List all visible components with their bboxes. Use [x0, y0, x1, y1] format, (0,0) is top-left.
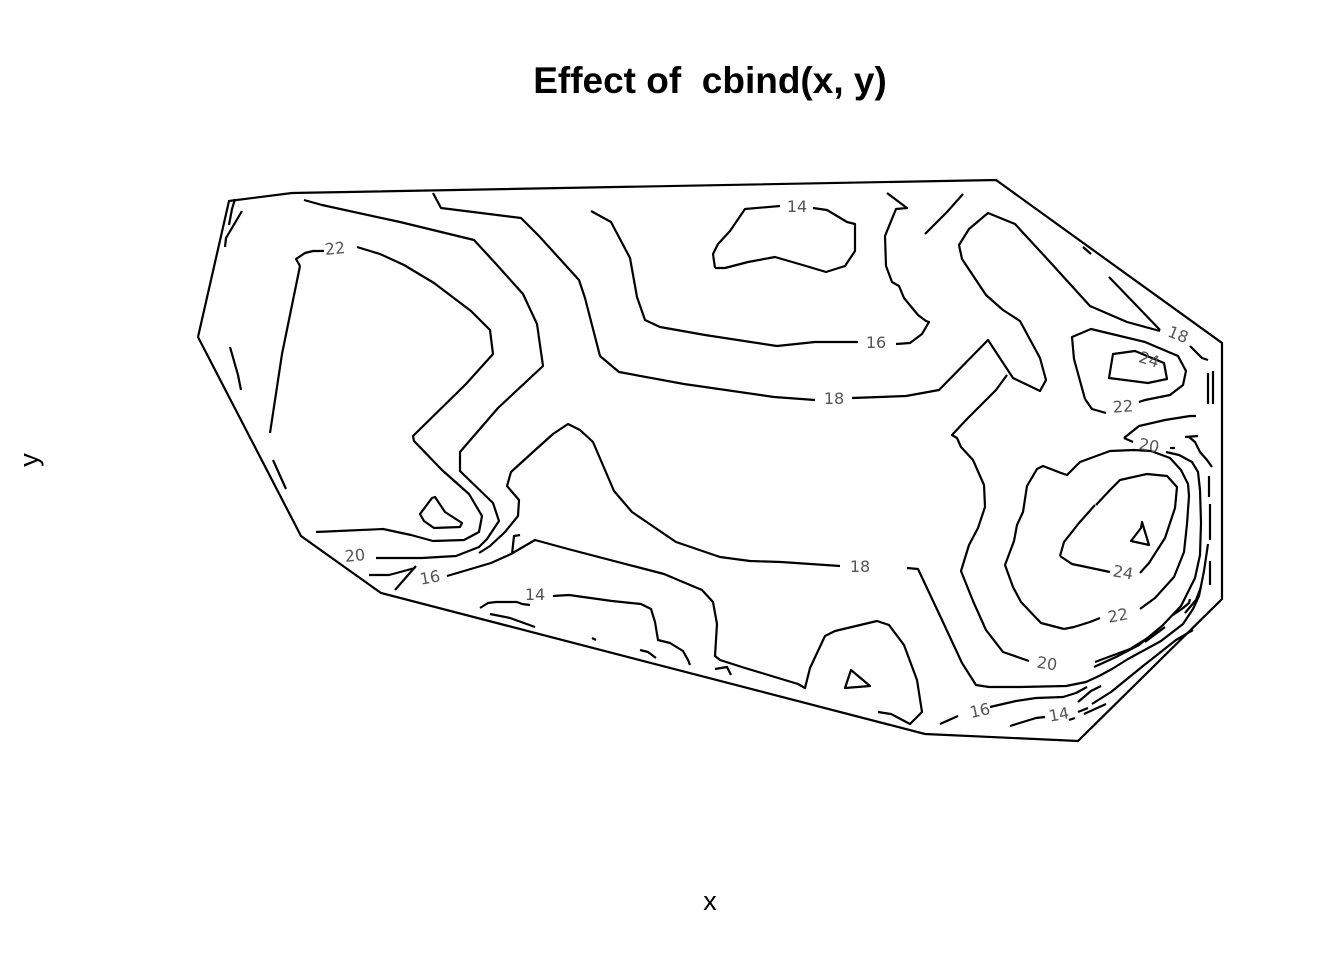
contour-level-label: 14	[787, 197, 807, 216]
contour-line	[1108, 276, 1161, 331]
data-region-boundary	[196, 178, 1224, 743]
contour-line	[591, 637, 597, 641]
chart-title: Effect of cbind(x, y)	[533, 60, 887, 101]
contour-line	[418, 495, 464, 530]
contour-line	[1184, 586, 1203, 614]
contour-line	[446, 538, 924, 726]
contour-line	[1077, 706, 1089, 714]
contour-line	[478, 422, 841, 568]
contour-line	[223, 210, 243, 248]
contour-line	[883, 192, 931, 346]
contour-level-label: 24	[1111, 561, 1134, 583]
contour-line	[1188, 436, 1213, 468]
contour-line	[369, 566, 416, 577]
contour-line	[1058, 504, 1096, 557]
contour-lines	[223, 192, 1215, 728]
contour-line	[843, 668, 872, 690]
contour-line	[1184, 434, 1199, 439]
contour-line	[268, 265, 302, 434]
contour-level-label: 22	[324, 238, 346, 259]
contour-line	[394, 565, 417, 591]
contour-line	[715, 206, 857, 274]
contour-line	[479, 600, 531, 609]
contour-line	[489, 612, 536, 629]
contour-level-label: 20	[1137, 434, 1160, 456]
contour-line	[1077, 685, 1102, 703]
contour-level-label: 18	[1165, 322, 1191, 347]
contour-line	[1003, 448, 1191, 631]
contour-line	[939, 714, 959, 726]
contour-line	[1083, 702, 1107, 716]
contour-level-label: 16	[418, 566, 441, 588]
contour-line	[906, 543, 1210, 689]
contour-level-label: 18	[824, 389, 844, 408]
contour-line	[1091, 629, 1194, 705]
contour-line	[1068, 716, 1076, 722]
contour-line	[294, 249, 324, 267]
contour-level-label: 20	[1036, 653, 1059, 675]
contour-level-label: 14	[525, 585, 545, 604]
contour-line	[989, 686, 1088, 709]
contour-line	[1144, 626, 1166, 643]
contour-line	[1107, 349, 1169, 385]
contour-line	[1070, 327, 1188, 404]
contour-line	[510, 533, 521, 555]
contour-level-label: 20	[344, 545, 366, 566]
contour-line	[1093, 450, 1203, 669]
contour-line	[1123, 436, 1134, 444]
y-axis-label: y	[14, 453, 44, 467]
contour-level-label: 18	[850, 557, 870, 576]
contour-line	[227, 198, 237, 226]
contour-line	[714, 665, 732, 676]
contour-line	[1059, 555, 1111, 574]
contour-line	[851, 211, 1161, 400]
contour-line	[1063, 616, 1101, 631]
contour-line	[590, 210, 858, 348]
contour-line	[924, 193, 964, 235]
contour-line	[1082, 246, 1092, 255]
contour-line	[303, 198, 545, 560]
contour-line	[1084, 398, 1107, 415]
contour-line	[271, 459, 288, 490]
contour-line	[639, 648, 657, 659]
contour-level-label: 24	[1137, 347, 1162, 371]
contour-line	[1129, 520, 1151, 547]
contour-line	[315, 245, 495, 543]
contour-line	[552, 593, 692, 666]
contour-line	[950, 374, 1030, 663]
contour-line	[1095, 472, 1179, 574]
contour-line	[1189, 345, 1209, 362]
x-axis-label: x	[703, 886, 717, 916]
contour-line	[1172, 598, 1192, 616]
contour-level-label: 22	[1112, 396, 1134, 416]
contour-level-label: 22	[1106, 604, 1129, 626]
contour-level-label: 14	[1047, 703, 1070, 725]
contour-line	[228, 346, 243, 391]
contour-level-label: 16	[866, 333, 886, 352]
contour-line	[1009, 715, 1046, 728]
contour-line	[711, 204, 781, 269]
contour-line	[432, 192, 816, 402]
contour-line	[1123, 414, 1196, 439]
contour-level-label: 16	[968, 699, 992, 722]
